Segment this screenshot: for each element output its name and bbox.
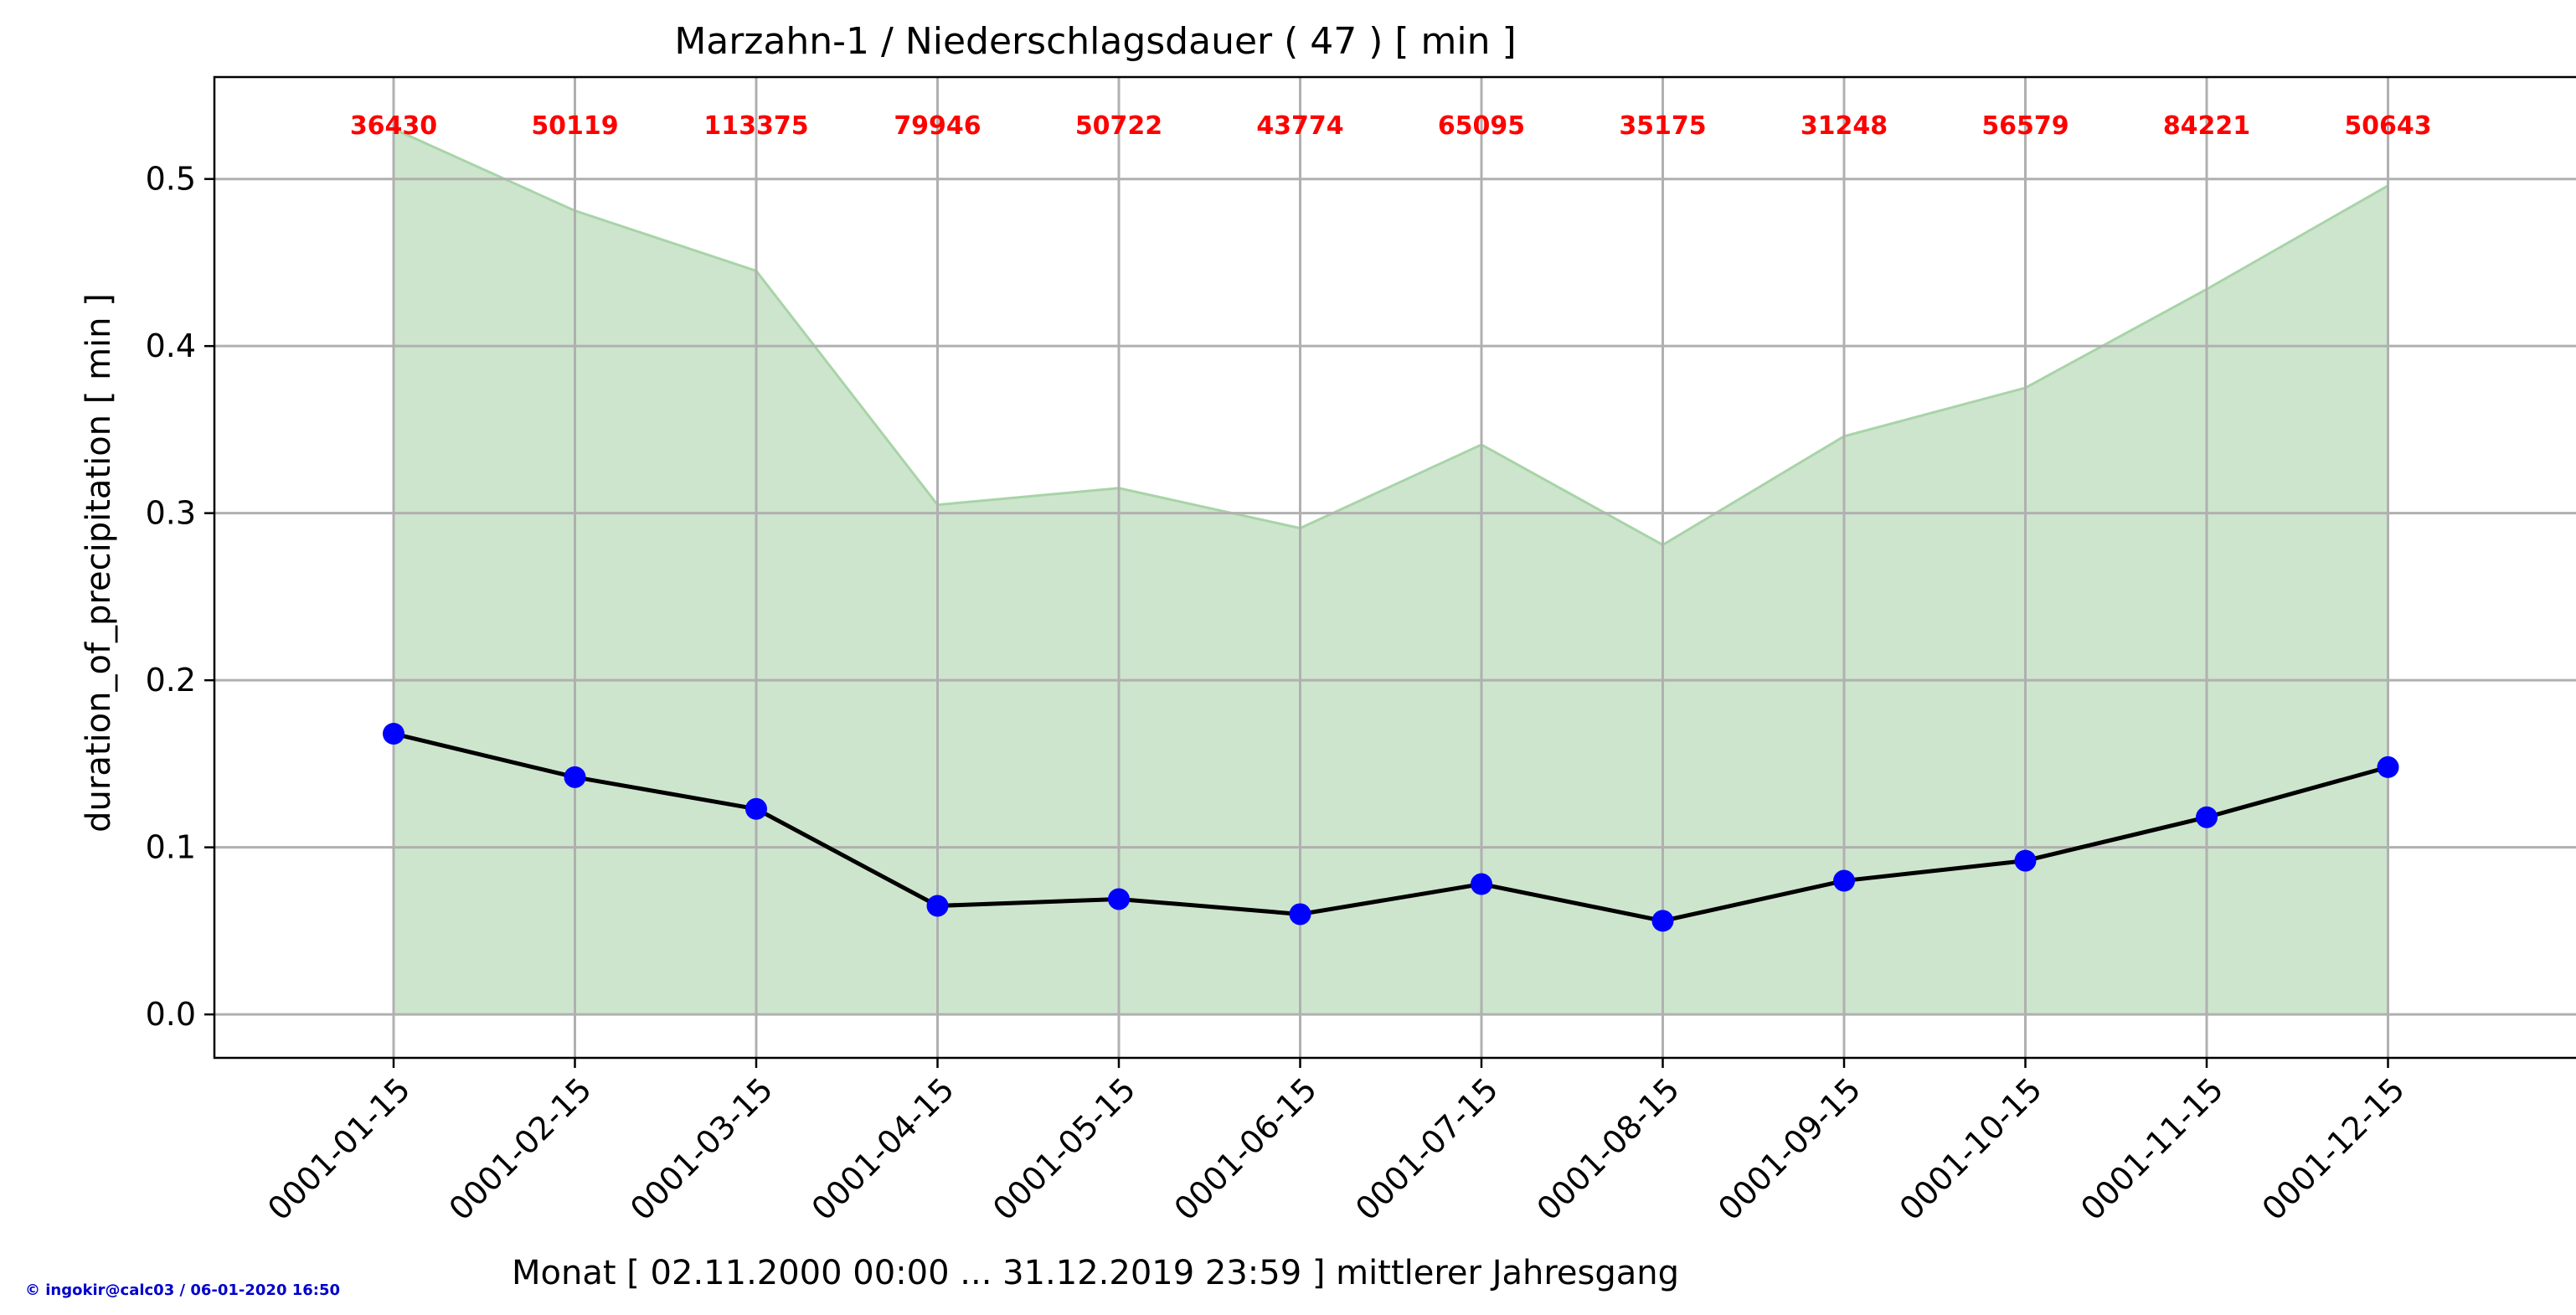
x-tick-label: 0001-06-15 bbox=[1167, 1070, 1324, 1227]
x-tick-label: 0001-10-15 bbox=[1893, 1070, 2049, 1227]
x-tick-label: 0001-01-15 bbox=[260, 1070, 417, 1227]
x-tick-label: 0001-08-15 bbox=[1530, 1070, 1687, 1227]
x-tick-label: 0001-02-15 bbox=[442, 1070, 599, 1227]
y-tick-label: 0.5 bbox=[146, 161, 196, 198]
count-label: 43774 bbox=[1256, 111, 1343, 141]
data-point bbox=[2014, 849, 2037, 872]
x-tick-label: 0001-04-15 bbox=[805, 1070, 961, 1227]
credit-footer: © ingokir@calc03 / 06-01-2020 16:50 bbox=[25, 1281, 340, 1299]
count-label: 65095 bbox=[1438, 111, 1525, 141]
data-point bbox=[1471, 873, 1492, 895]
data-point bbox=[1651, 910, 1674, 932]
x-tick-label: 0001-12-15 bbox=[2255, 1070, 2412, 1227]
x-tick-label: 0001-05-15 bbox=[986, 1070, 1142, 1227]
x-tick-label: 0001-09-15 bbox=[1711, 1070, 1868, 1227]
series-line bbox=[393, 731, 2389, 923]
x-axis-label: Monat [ 02.11.2000 00:00 ... 31.12.2019 … bbox=[512, 1254, 1679, 1292]
y-tick-label: 0.3 bbox=[146, 495, 196, 532]
data-point bbox=[926, 895, 949, 917]
y-tick-label: 0.1 bbox=[146, 829, 196, 866]
count-label: 50643 bbox=[2344, 111, 2431, 141]
y-tick-label: 0.4 bbox=[146, 327, 196, 364]
data-point bbox=[1108, 888, 1130, 910]
x-tick-label: 0001-11-15 bbox=[2074, 1070, 2230, 1227]
count-label: 36430 bbox=[350, 111, 437, 141]
count-label: 35175 bbox=[1619, 111, 1706, 141]
data-point bbox=[745, 797, 767, 820]
data-point bbox=[2377, 755, 2399, 778]
y-tick-label: 0.0 bbox=[146, 996, 196, 1033]
band-area bbox=[394, 128, 2388, 1015]
data-point bbox=[1289, 903, 1311, 926]
count-label: 50119 bbox=[531, 111, 618, 141]
count-label: 56579 bbox=[1981, 111, 2069, 141]
data-point bbox=[564, 766, 586, 788]
x-tick-label: 0001-07-15 bbox=[1348, 1070, 1505, 1227]
band-upper-edge bbox=[393, 127, 2389, 547]
data-point bbox=[1833, 869, 1855, 892]
data-point bbox=[383, 722, 404, 745]
count-label: 50722 bbox=[1075, 111, 1162, 141]
plot-frame bbox=[213, 75, 2576, 1060]
count-label: 79946 bbox=[894, 111, 981, 141]
data-point bbox=[2196, 806, 2218, 828]
y-axis-label: duration_of_precipitation [ min ] bbox=[80, 293, 118, 833]
count-label: 84221 bbox=[2163, 111, 2250, 141]
y-tick-label: 0.2 bbox=[146, 662, 196, 699]
x-tick-label: 0001-03-15 bbox=[623, 1070, 780, 1227]
chart-title: Marzahn-1 / Niederschlagsdauer ( 47 ) [ … bbox=[674, 20, 1516, 63]
count-label: 113375 bbox=[703, 111, 808, 141]
count-label: 31248 bbox=[1801, 111, 1888, 141]
